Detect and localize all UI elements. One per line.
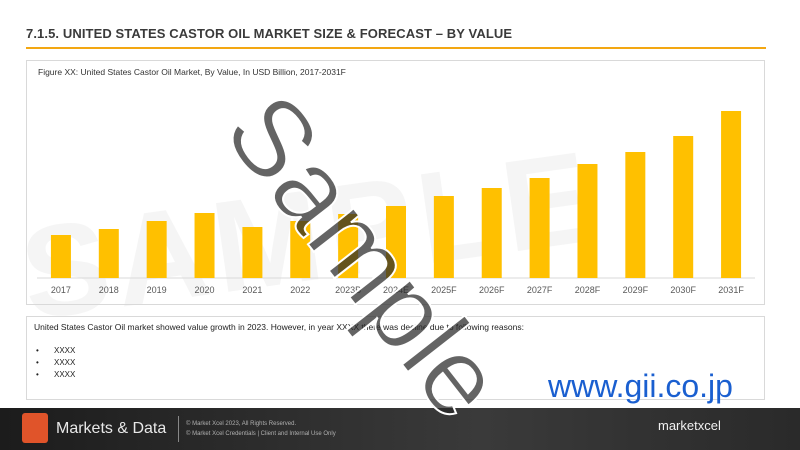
bar — [50, 235, 71, 278]
chart: 2017 2018 2019 2020 2021 2022 2023B 2024E 2025F 2… — [37, 111, 755, 295]
x-tick-label: 2028F — [575, 285, 601, 295]
bar — [625, 152, 646, 278]
brand: Markets & Data — [56, 420, 167, 437]
bar — [577, 164, 598, 278]
bullet-text: XXXX — [54, 346, 76, 355]
credentials: © Market Xcel Credentials | Client and I… — [186, 431, 336, 437]
bullet: • XXXX — [36, 370, 75, 379]
x-tick-label: 2031F — [718, 285, 744, 295]
bullet-dot: • — [36, 358, 39, 367]
footer — [0, 408, 800, 450]
x-tick-label: 2024E — [383, 285, 409, 295]
title-rule — [26, 47, 766, 49]
bullet-dot: • — [36, 346, 39, 355]
bullet-dot: • — [36, 370, 39, 379]
bar — [146, 221, 167, 278]
x-tick-label: 2027F — [527, 285, 553, 295]
x-tick-label: 2023B — [335, 285, 361, 295]
x-tick-label: 2022 — [290, 285, 310, 295]
x-tick-label: 2020 — [195, 285, 215, 295]
bar — [194, 213, 215, 278]
bar — [529, 178, 550, 278]
site-watermark: www.gii.co.jp — [548, 368, 733, 404]
slide-title: 7.1.5. UNITED STATES CASTOR OIL MARKET S… — [26, 26, 513, 41]
bar — [242, 227, 263, 278]
x-tick-label: 2029F — [623, 285, 649, 295]
separator — [178, 416, 179, 442]
bar — [386, 206, 406, 278]
x-tick-label: 2025F — [431, 285, 457, 295]
x-tick-label: 2030F — [670, 285, 696, 295]
bar — [98, 229, 119, 278]
bullet-text: XXXX — [54, 358, 76, 367]
chart-box — [26, 60, 765, 305]
bar — [433, 196, 454, 278]
x-tick-label: 2017 — [51, 285, 71, 295]
text-box — [26, 316, 765, 400]
bar — [481, 188, 502, 278]
x-tick-label: 2019 — [147, 285, 167, 295]
bar — [673, 136, 694, 278]
chart-subtitle: Figure XX: United States Castor Oil Mark… — [38, 67, 346, 77]
x-tick-label: 2018 — [99, 285, 119, 295]
bullet-text: XXXX — [54, 370, 76, 379]
x-tick-label: 2021 — [242, 285, 262, 295]
bar — [290, 221, 311, 278]
bar — [721, 111, 742, 278]
copyright: © Market Xcel 2023, All Rights Reserved. — [186, 421, 297, 427]
bar — [338, 214, 359, 278]
x-tick-label: 2026F — [479, 285, 505, 295]
partner-logo: marketxcel — [658, 418, 721, 433]
logo — [22, 413, 48, 443]
bullet: • XXXX — [36, 346, 75, 355]
paragraph: United States Castor Oil market showed v… — [34, 322, 524, 332]
bullet: • XXXX — [36, 358, 75, 367]
